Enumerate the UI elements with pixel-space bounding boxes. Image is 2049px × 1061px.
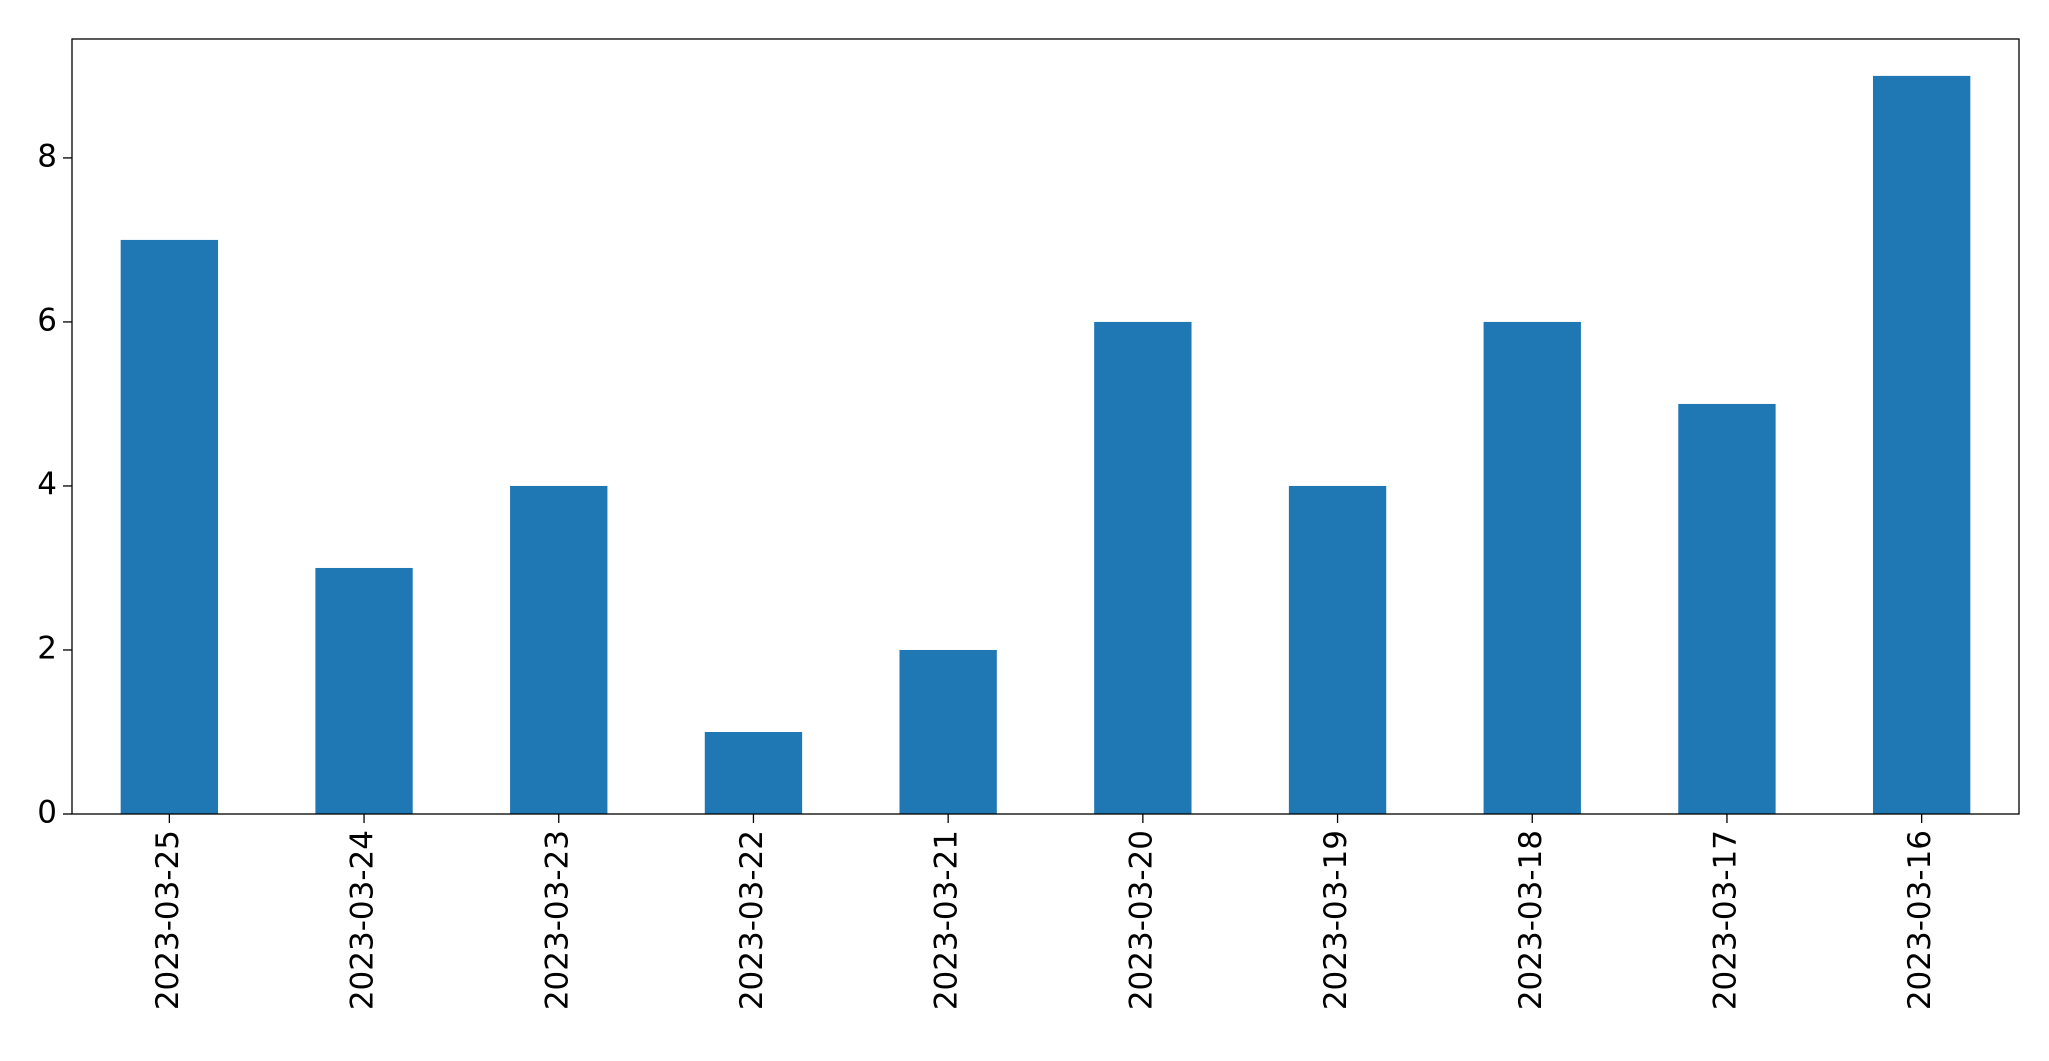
bar (120, 239, 219, 815)
x-tick-label: 2023-03-23 (539, 830, 575, 1010)
bar (704, 731, 803, 814)
y-tick-label: 8 (37, 138, 57, 174)
x-tick-label: 2023-03-18 (1513, 830, 1549, 1010)
bar (899, 649, 997, 814)
x-tick-label: 2023-03-21 (929, 830, 965, 1010)
x-tick-label: 2023-03-25 (150, 830, 186, 1010)
x-tick-label: 2023-03-19 (1318, 830, 1354, 1010)
bar (315, 567, 413, 814)
bar (1094, 321, 1192, 814)
bar (1872, 75, 1971, 814)
y-tick-label: 0 (37, 795, 57, 831)
bar (510, 485, 608, 814)
x-tick-label: 2023-03-17 (1707, 830, 1743, 1010)
bar (1288, 485, 1387, 814)
y-tick-label: 2 (37, 630, 57, 666)
x-tick-label: 2023-03-20 (1123, 830, 1159, 1010)
y-tick-label: 6 (37, 302, 57, 338)
x-tick-label: 2023-03-24 (345, 830, 381, 1010)
axes-frame (71, 38, 2020, 815)
bar (1678, 403, 1776, 814)
bar (1483, 321, 1581, 814)
x-tick-label: 2023-03-22 (734, 830, 770, 1010)
y-tick-label: 4 (37, 466, 57, 502)
x-tick-label: 2023-03-16 (1902, 830, 1938, 1010)
